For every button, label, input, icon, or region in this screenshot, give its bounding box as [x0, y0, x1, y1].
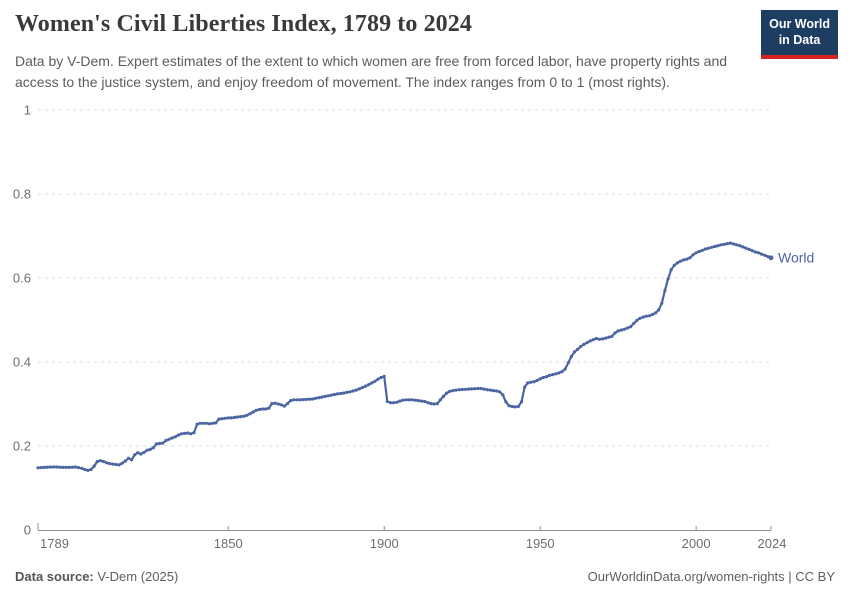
- owid-logo-line2: in Data: [778, 33, 821, 48]
- y-axis-labels: 0 0.2 0.4 0.6 0.8 1: [13, 103, 31, 538]
- chart-title: Women's Civil Liberties Index, 1789 to 2…: [15, 11, 472, 37]
- world-line-label[interactable]: World: [778, 249, 814, 265]
- svg-text:0.4: 0.4: [13, 355, 31, 370]
- svg-text:2024: 2024: [758, 536, 787, 551]
- svg-text:1789: 1789: [40, 536, 69, 551]
- svg-text:0.2: 0.2: [13, 439, 31, 454]
- svg-text:1950: 1950: [526, 536, 555, 551]
- data-source-label: Data source:: [15, 569, 94, 584]
- svg-text:0: 0: [24, 523, 31, 538]
- world-line-markers: [36, 241, 774, 472]
- svg-text:1: 1: [24, 103, 31, 118]
- world-line-series: [36, 242, 773, 472]
- chart-subtitle: Data by V-Dem. Expert estimates of the e…: [15, 53, 728, 90]
- svg-text:1900: 1900: [370, 536, 399, 551]
- credit-link[interactable]: OurWorldinData.org/women-rights | CC BY: [587, 569, 835, 584]
- data-source-value: V-Dem (2025): [97, 569, 179, 584]
- owid-logo[interactable]: Our World in Data: [761, 10, 838, 59]
- svg-text:0.6: 0.6: [13, 271, 31, 286]
- owid-logo-line1: Our World: [769, 17, 830, 31]
- svg-text:2000: 2000: [682, 536, 711, 551]
- data-source: Data source: V-Dem (2025): [15, 569, 178, 584]
- svg-text:1850: 1850: [214, 536, 243, 551]
- gridlines: [38, 109, 771, 447]
- x-axis: 1789 1850 1900 1950 2000 2024: [37, 523, 787, 551]
- svg-text:0.8: 0.8: [13, 187, 31, 202]
